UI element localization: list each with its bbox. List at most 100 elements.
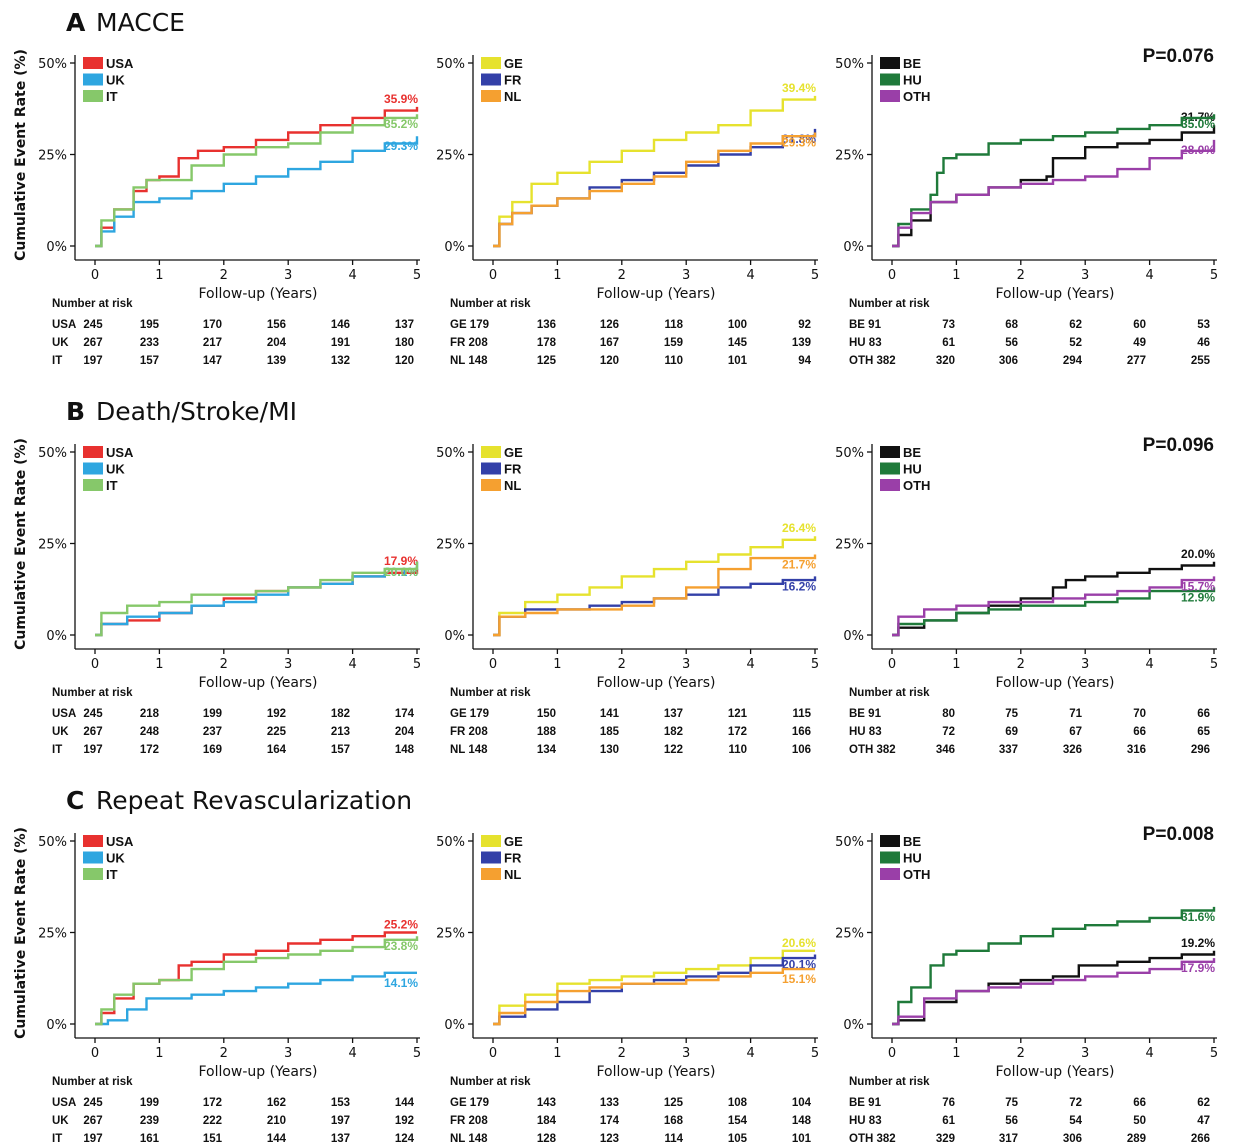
legend-swatch-ge: [481, 57, 501, 69]
risk-value: 167: [600, 337, 619, 349]
risk-value: 294: [1063, 355, 1083, 367]
legend-label: BE: [903, 445, 921, 460]
x-tick-label: 2: [220, 1046, 228, 1061]
risk-value: 147: [203, 355, 222, 367]
risk-value: 225: [267, 726, 287, 738]
x-tick-label: 4: [348, 1046, 356, 1061]
x-tick-label: 1: [952, 1046, 960, 1061]
risk-value: 245: [83, 1097, 103, 1109]
legend-swatch-it: [83, 90, 103, 102]
x-tick-label: 3: [284, 268, 292, 283]
y-tick-label: 0%: [843, 629, 864, 644]
legend-label: FR: [504, 462, 522, 477]
x-tick-label: 1: [155, 268, 163, 283]
risk-value: 346: [936, 744, 955, 756]
legend-label: OTH: [903, 89, 930, 104]
x-tick-label: 1: [155, 657, 163, 672]
risk-value: 146: [331, 319, 350, 331]
risk-value: 61: [942, 1115, 955, 1127]
x-tick-label: 0: [91, 268, 99, 283]
risk-value: 66: [1197, 708, 1210, 720]
risk-header: Number at risk: [849, 687, 930, 699]
legend-label: IT: [106, 867, 118, 882]
risk-value: 197: [331, 1115, 350, 1127]
risk-row-label: BE 91: [849, 708, 882, 720]
risk-header: Number at risk: [849, 298, 930, 310]
risk-value: 67: [1069, 726, 1082, 738]
risk-value: 161: [140, 1133, 160, 1145]
risk-row-label: BE 91: [849, 319, 882, 331]
x-tick-label: 5: [811, 268, 819, 283]
risk-row-label: USA: [52, 1097, 76, 1109]
y-tick-label: 0%: [444, 1018, 465, 1033]
x-axis-label: Follow-up (Years): [995, 675, 1114, 691]
risk-value: 144: [395, 1097, 415, 1109]
risk-value: 71: [1069, 708, 1082, 720]
legend-label: BE: [903, 834, 921, 849]
series-line-uk: [95, 561, 419, 637]
risk-row-label: GE 179: [450, 319, 489, 331]
y-axis-label: Cumulative Event Rate (%): [13, 49, 29, 261]
end-value-label: 20.6%: [782, 936, 816, 950]
risk-value: 114: [664, 1133, 683, 1145]
risk-value: 105: [728, 1133, 748, 1145]
x-axis-label: Follow-up (Years): [596, 1064, 715, 1080]
risk-row-label: USA: [52, 319, 76, 331]
series-line-it: [95, 114, 419, 248]
risk-value: 296: [1191, 744, 1210, 756]
risk-value: 143: [537, 1097, 556, 1109]
risk-value: 94: [798, 355, 811, 367]
x-tick-label: 2: [618, 657, 626, 672]
legend-label: HU: [903, 851, 922, 866]
end-value-label: 17.9%: [1181, 961, 1215, 975]
series-line-be: [892, 125, 1216, 248]
risk-row-label: HU 83: [849, 337, 882, 349]
legend-swatch-usa: [83, 835, 103, 847]
risk-row-label: NL 148: [450, 744, 488, 756]
y-tick-label: 25%: [835, 538, 864, 553]
legend-label: NL: [504, 867, 521, 882]
end-value-label: 14.1%: [384, 976, 418, 990]
x-tick-label: 4: [348, 268, 356, 283]
legend-swatch-be: [880, 57, 900, 69]
risk-value: 204: [395, 726, 415, 738]
series-line-oth: [892, 958, 1216, 1026]
risk-value: 267: [83, 1115, 102, 1127]
risk-value: 126: [600, 319, 619, 331]
risk-value: 150: [537, 708, 556, 720]
risk-value: 182: [331, 708, 350, 720]
risk-value: 222: [203, 1115, 222, 1127]
end-value-label: 25.2%: [384, 918, 418, 932]
legend-swatch-uk: [83, 462, 103, 475]
y-tick-label: 0%: [444, 240, 465, 255]
risk-value: 210: [267, 1115, 286, 1127]
risk-row-label: UK: [52, 726, 69, 738]
risk-value: 174: [395, 708, 415, 720]
risk-value: 120: [600, 355, 619, 367]
risk-value: 199: [203, 708, 222, 720]
y-tick-label: 25%: [38, 149, 67, 164]
risk-value: 169: [203, 744, 222, 756]
x-tick-label: 1: [952, 657, 960, 672]
risk-value: 92: [798, 319, 811, 331]
p-value: P=0.076: [1143, 46, 1214, 67]
x-tick-label: 1: [553, 657, 561, 672]
legend-swatch-fr: [481, 462, 501, 475]
legend-swatch-it: [83, 868, 103, 880]
risk-row-label: FR 208: [450, 726, 488, 738]
risk-value: 144: [267, 1133, 287, 1145]
legend-swatch-fr: [481, 851, 501, 864]
end-value-label: 31.6%: [1181, 910, 1215, 924]
y-tick-label: 50%: [436, 57, 465, 72]
series-line-ge: [493, 949, 815, 1026]
risk-value: 66: [1133, 726, 1146, 738]
x-tick-label: 3: [1081, 268, 1089, 283]
y-tick-label: 25%: [38, 538, 67, 553]
section-letter: B: [66, 397, 85, 426]
legend-label: GE: [504, 445, 523, 460]
risk-value: 72: [942, 726, 955, 738]
risk-value: 157: [331, 744, 350, 756]
x-tick-label: 5: [413, 268, 421, 283]
series-line-it: [95, 936, 419, 1026]
